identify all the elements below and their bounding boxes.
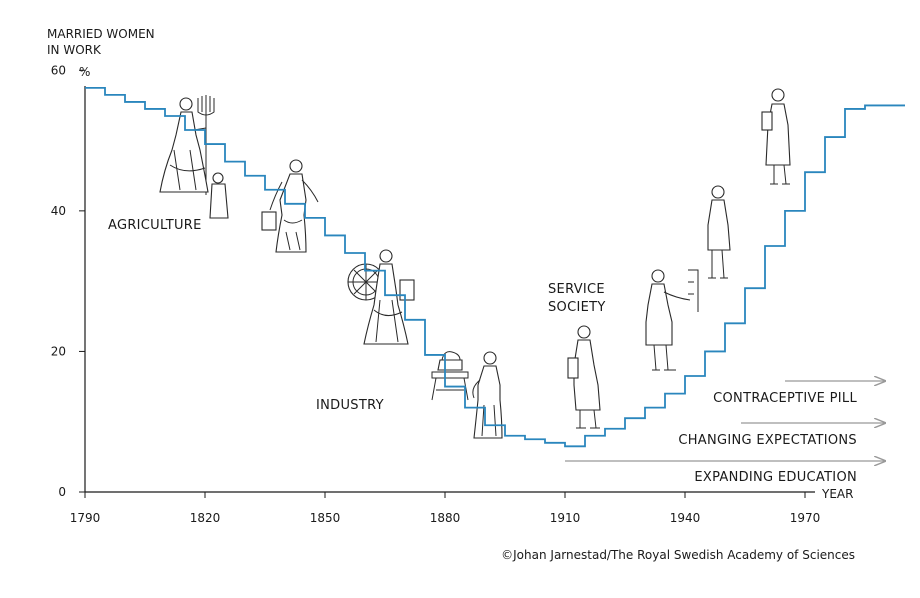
farm-woman-pitchfork-illustration [159,95,229,219]
x-tick-label: 1850 [310,511,341,525]
y-tick-label: 0 [58,485,66,499]
annotation-agriculture: AGRICULTURE [108,218,202,233]
trend-layer: CONTRACEPTIVE PILL CHANGING EXPECTATIONS E… [565,381,885,485]
x-tick-label: 1880 [430,511,461,525]
x-tick-label: 1910 [550,511,581,525]
series-layer [84,86,905,448]
office-woman-folder-illustration [567,325,601,429]
x-tick-label: 1820 [190,511,221,525]
woman-with-books-illustration [761,88,791,185]
dairy-woman-pail-illustration [261,159,319,253]
credit-line: ©Johan Jarnestad/The Royal Swedish Acade… [501,548,855,562]
y-tick-label: 40 [51,204,66,218]
seamstress-sewing-machine-illustration [431,351,503,439]
trend-label: CHANGING EXPECTATIONS [678,433,857,448]
y-tick-label: 60 [51,63,66,77]
annotation-service-line1: SERVICE [548,282,605,297]
x-tick-group: 1790 1820 1850 1880 1910 1940 1970 [70,492,821,525]
annotation-industry: INDUSTRY [316,398,384,413]
y-tick-label: 20 [51,344,66,358]
trend-label: EXPANDING EDUCATION [694,470,857,485]
businesswoman-suit-illustration [707,185,731,279]
trend-label: CONTRACEPTIVE PILL [713,391,857,406]
presenter-woman-chart-illustration [645,269,699,371]
spinning-woman-wheel-illustration [347,249,415,345]
y-tick-group: 0 20 40 60 [51,63,85,499]
y-axis-unit: % [79,65,90,79]
x-tick-label: 1790 [70,511,101,525]
y-axis-title-line2: IN WORK [47,43,102,57]
y-axis-title-line1: MARRIED WOMEN [47,27,155,41]
x-axis-title: YEAR [821,487,853,501]
x-tick-label: 1940 [670,511,701,525]
x-tick-label: 1970 [790,511,821,525]
annotation-service-line2: SOCIETY [548,300,606,315]
